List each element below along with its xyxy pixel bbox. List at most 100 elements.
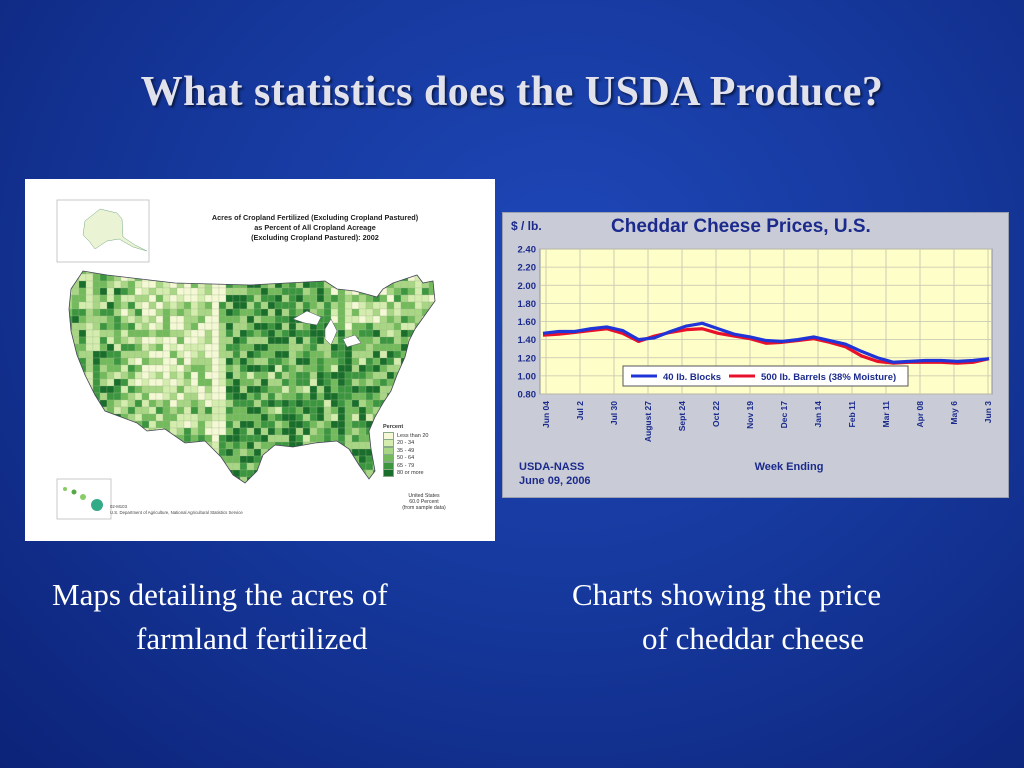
county-cell (379, 406, 388, 415)
county-cell (162, 308, 171, 317)
county-cell (197, 406, 206, 415)
county-cell (337, 343, 346, 352)
county-cell (316, 350, 325, 359)
county-cell (428, 385, 435, 394)
county-cell (337, 427, 346, 436)
county-cell (260, 271, 269, 275)
county-cell (421, 385, 430, 394)
county-cell (316, 336, 325, 345)
county-cell (99, 455, 108, 464)
county-cell (281, 357, 290, 366)
county-cell (135, 484, 142, 491)
county-cell (330, 343, 339, 352)
county-cell (155, 462, 164, 471)
county-cell (197, 280, 206, 289)
county-cell (414, 413, 423, 422)
county-cell (246, 315, 255, 324)
county-cell (211, 427, 220, 436)
county-cell (393, 413, 402, 422)
county-cell (337, 476, 346, 483)
county-cell (260, 357, 269, 366)
hawaii-island (63, 487, 67, 491)
county-cell (421, 399, 430, 408)
county-cell (169, 441, 178, 450)
county-cell (288, 322, 297, 331)
county-cell (134, 350, 143, 359)
county-cell (218, 315, 227, 324)
county-cell (190, 448, 199, 457)
county-cell (78, 462, 87, 471)
county-cell (309, 399, 318, 408)
county-cell (120, 385, 129, 394)
county-cell (428, 322, 435, 331)
county-cell (421, 406, 430, 415)
county-cell (365, 308, 374, 317)
county-cell (85, 469, 94, 478)
county-cell (407, 399, 416, 408)
county-cell (197, 469, 206, 478)
county-cell (190, 378, 199, 387)
county-cell (197, 371, 206, 380)
county-cell (93, 484, 100, 491)
cheddar-price-chart-svg: $ / lb. Cheddar Cheese Prices, U.S.2.402.… (511, 216, 993, 487)
county-cell (232, 336, 241, 345)
county-cell (134, 476, 143, 483)
county-cell (316, 434, 325, 443)
fertilizer-map-graphic (56, 199, 436, 520)
county-cell (316, 308, 325, 317)
county-cell (351, 406, 360, 415)
great-lake (342, 334, 362, 348)
county-cell (351, 413, 360, 422)
legend-label: 65 - 79 (397, 462, 415, 469)
county-cell (211, 322, 220, 331)
county-cell (85, 350, 94, 359)
county-cell (148, 322, 157, 331)
county-cell (176, 469, 185, 478)
county-cell (337, 357, 346, 366)
county-cell (288, 399, 297, 408)
county-cell (246, 413, 255, 422)
county-cell (393, 294, 402, 303)
county-cell (309, 385, 318, 394)
county-cell (162, 315, 171, 324)
county-cell (260, 336, 269, 345)
county-cell (78, 343, 87, 352)
county-cell (127, 462, 136, 471)
county-cell (141, 420, 150, 429)
hawaii-island (91, 499, 103, 511)
county-cell (204, 378, 213, 387)
county-cell (141, 287, 150, 296)
county-cell (197, 271, 206, 275)
county-cell (260, 378, 269, 387)
county-cell (386, 322, 395, 331)
county-cell (169, 413, 178, 422)
county-cell (232, 448, 241, 457)
county-cell (274, 273, 283, 282)
county-cell (316, 392, 325, 401)
county-cell (225, 294, 234, 303)
county-cell (225, 448, 234, 457)
county-cell (309, 336, 318, 345)
county-cell (274, 364, 283, 373)
county-cell (85, 434, 94, 443)
county-cell (358, 434, 367, 443)
county-cell (176, 371, 185, 380)
county-cell (323, 271, 332, 275)
county-cell (239, 385, 248, 394)
county-cell (274, 455, 283, 464)
county-cell (99, 462, 108, 471)
county-cell (232, 357, 241, 366)
county-cell (211, 329, 220, 338)
county-cell (69, 406, 73, 415)
county-cell (358, 371, 367, 380)
county-cell (169, 462, 178, 471)
county-cell (421, 413, 430, 422)
county-cell (309, 287, 318, 296)
county-cell (225, 385, 234, 394)
county-cell (155, 329, 164, 338)
county-cell (211, 476, 220, 483)
county-cell (155, 357, 164, 366)
county-cell (337, 308, 346, 317)
county-cell (344, 371, 353, 380)
county-cell (232, 420, 241, 429)
